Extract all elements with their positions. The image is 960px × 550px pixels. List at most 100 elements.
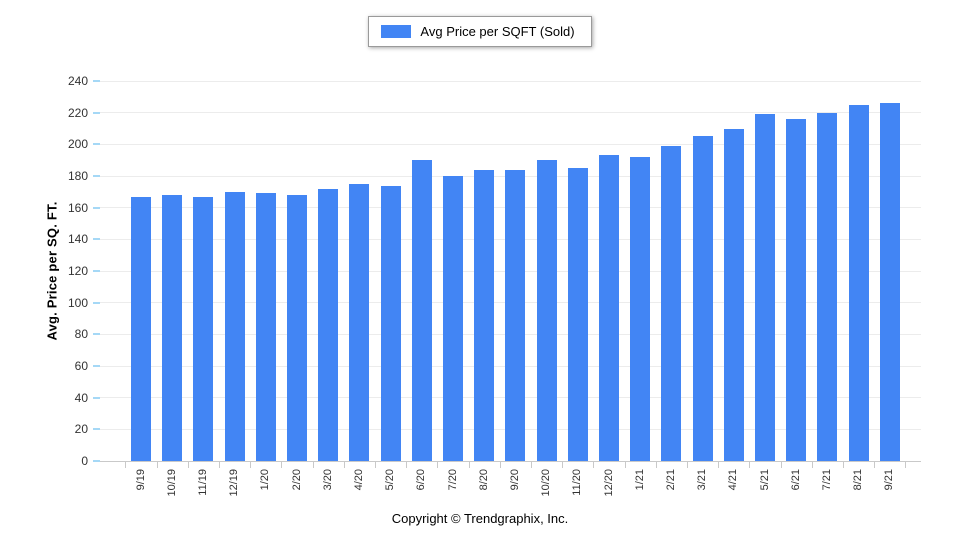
x-tick-label: 9/19 (134, 469, 147, 491)
bar[interactable] (755, 114, 775, 461)
y-axis-tick (93, 396, 100, 399)
x-axis-tick (468, 462, 470, 468)
x-axis-tick (187, 462, 189, 468)
y-axis-tick (93, 111, 100, 114)
x-axis-tick (219, 462, 220, 468)
bar[interactable] (723, 128, 744, 461)
x-tick-label: 11/19 (196, 469, 209, 496)
x-axis-tick (811, 462, 813, 468)
gridline (100, 112, 921, 114)
bar[interactable] (599, 155, 619, 461)
bar[interactable] (131, 196, 151, 461)
x-axis-tick (905, 462, 907, 468)
x-tick-label: 7/20 (446, 469, 459, 491)
x-axis-tick (312, 462, 314, 468)
y-tick-label: 20 (74, 422, 88, 437)
x-axis-tick (749, 462, 751, 468)
bar[interactable] (786, 119, 807, 461)
bar[interactable] (505, 169, 526, 461)
y-tick-label: 60 (74, 359, 88, 373)
x-axis-tick (843, 462, 844, 468)
y-tick-label: 200 (67, 137, 88, 152)
x-axis-tick (250, 462, 252, 468)
x-tick-label: 5/20 (384, 469, 397, 491)
bar[interactable] (474, 169, 495, 461)
y-axis-tick (93, 206, 100, 209)
x-tick-label: 6/21 (789, 469, 802, 491)
x-tick-label: 1/20 (259, 469, 272, 491)
y-axis-tick (93, 80, 100, 82)
x-axis-tick (531, 462, 532, 468)
gridline (100, 143, 921, 145)
bar[interactable] (162, 195, 183, 461)
copyright-text: Copyright © Trendgraphix, Inc. (391, 511, 569, 526)
legend-row: Avg Price per SQFT (Sold) (0, 16, 960, 47)
x-axis-tick (718, 462, 720, 468)
bar[interactable] (692, 136, 713, 461)
bar[interactable] (848, 104, 869, 461)
y-axis-tick (93, 301, 100, 304)
bar[interactable] (318, 188, 339, 461)
y-axis-tick (93, 333, 100, 336)
bar[interactable] (255, 193, 276, 461)
x-tick-label: 4/20 (352, 469, 365, 491)
bar[interactable] (443, 176, 463, 461)
legend-swatch-icon (381, 25, 412, 38)
y-tick-label: 80 (74, 327, 88, 342)
x-axis-tick (562, 462, 564, 468)
bar[interactable] (380, 185, 401, 461)
bar[interactable] (349, 183, 370, 461)
bar[interactable] (879, 103, 900, 461)
y-axis-tick (93, 365, 100, 367)
x-tick-label: 2/21 (664, 469, 677, 491)
x-axis-tick (687, 462, 688, 468)
y-tick-label: 220 (67, 105, 88, 120)
x-axis-tick (624, 462, 626, 468)
x-axis-tick (343, 462, 345, 468)
x-tick-label: 7/21 (820, 469, 833, 491)
x-tick-label: 8/20 (477, 469, 490, 491)
x-axis-tick (437, 462, 439, 468)
y-tick-label: 120 (67, 264, 88, 278)
x-axis-tick (499, 462, 501, 468)
bar[interactable] (287, 195, 307, 461)
x-tick-label: 6/20 (415, 469, 428, 491)
x-tick-label: 11/20 (571, 469, 584, 496)
bar[interactable] (193, 196, 214, 461)
y-tick-label: 0 (81, 454, 88, 468)
x-tick-label: 9/20 (508, 469, 521, 491)
bar[interactable] (411, 160, 432, 461)
x-tick-label: 10/19 (165, 469, 178, 497)
y-axis-tick (93, 428, 100, 431)
bar[interactable] (661, 145, 682, 461)
y-axis-tick (93, 270, 100, 272)
x-tick-label: 10/20 (540, 469, 553, 497)
y-tick-label: 140 (67, 232, 88, 247)
x-tick-label: 4/21 (727, 469, 740, 491)
x-axis-tick (281, 462, 283, 468)
bar[interactable] (817, 112, 838, 461)
legend: Avg Price per SQFT (Sold) (368, 16, 592, 47)
x-axis-tick (593, 462, 595, 468)
bar[interactable] (630, 157, 651, 461)
x-tick-label: 12/20 (602, 469, 615, 497)
x-tick-label: 1/21 (633, 469, 646, 491)
x-tick-label: 2/20 (290, 469, 303, 491)
bar[interactable] (536, 160, 557, 461)
x-axis-tick (655, 462, 657, 468)
legend-label: Avg Price per SQFT (Sold) (420, 24, 575, 39)
x-tick-label: 8/21 (852, 469, 865, 491)
gridline (100, 80, 921, 82)
x-tick-label: 5/21 (758, 469, 771, 491)
bar[interactable] (567, 168, 588, 461)
x-tick-label: 9/21 (883, 469, 896, 491)
x-tick-label: 12/19 (228, 469, 241, 497)
y-tick-label: 100 (67, 295, 88, 310)
y-tick-label: 180 (67, 169, 88, 183)
x-tick-label: 3/21 (696, 469, 709, 491)
y-axis-tick (93, 175, 100, 177)
bar[interactable] (224, 191, 245, 461)
x-axis-tick (125, 462, 127, 468)
